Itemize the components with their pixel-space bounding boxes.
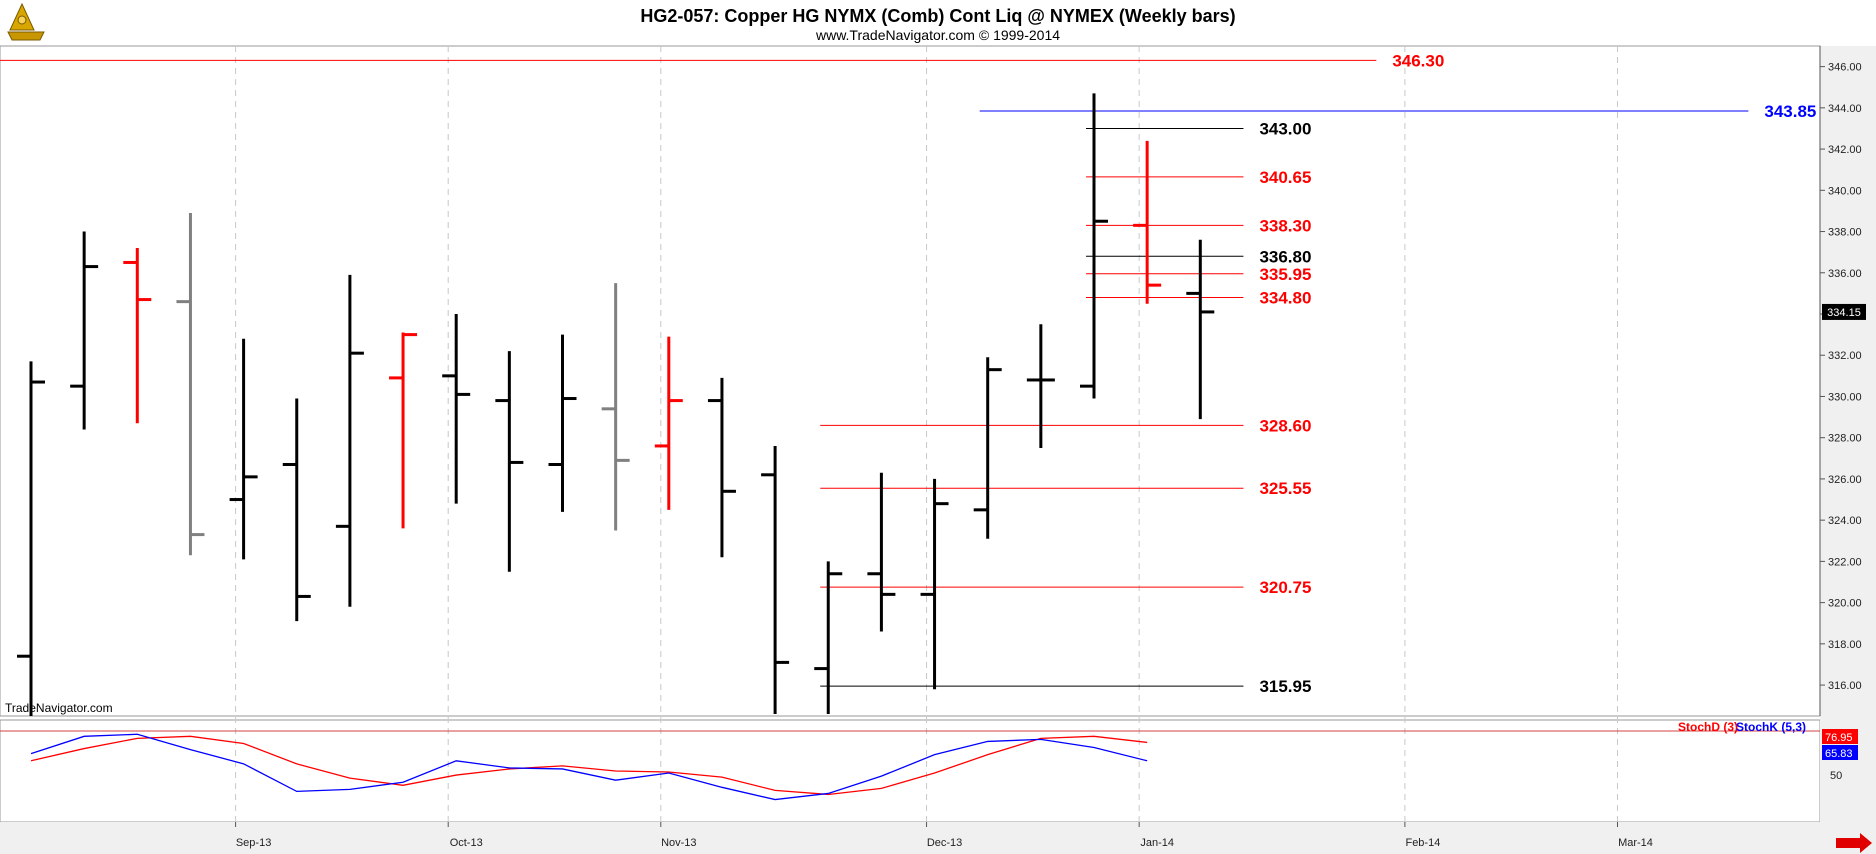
level-label: 336.80 <box>1259 247 1311 266</box>
price-tick-label: 324.00 <box>1828 515 1862 527</box>
stoch-d-line <box>30 735 1148 796</box>
level-label: 338.30 <box>1259 216 1311 235</box>
ohlc-bar <box>548 334 577 512</box>
price-tick-label: 342.00 <box>1828 144 1862 156</box>
stoch-tick-label: 50 <box>1830 770 1842 782</box>
ohlc-bar <box>123 248 152 424</box>
stoch-d-value: 76.95 <box>1825 732 1853 744</box>
chart-subtitle: www.TradeNavigator.com © 1999-2014 <box>815 27 1060 43</box>
date-tick-label: Oct-13 <box>450 837 483 849</box>
stoch-d-value-tag <box>1822 729 1858 744</box>
axis-background <box>1820 46 1876 822</box>
level-label: 325.55 <box>1259 479 1311 498</box>
price-axis[interactable]: 316.00 318.00 320.00 322.00 324.00 326.00 328.… <box>1819 46 1866 716</box>
ohlc-bar <box>176 212 205 556</box>
ohlc-bar <box>442 314 471 504</box>
ohlc-bar <box>70 231 99 430</box>
chart-title: HG2-057: Copper HG NYMX (Comb) Cont Liq … <box>640 6 1235 26</box>
stoch-k-value-tag <box>1822 745 1858 760</box>
ohlc-bar <box>17 361 45 716</box>
level-label: 315.95 <box>1259 677 1311 696</box>
level-label: 335.95 <box>1259 265 1311 284</box>
date-tick-label: Jan-14 <box>1140 837 1174 849</box>
date-tick-label: Mar-14 <box>1618 837 1653 849</box>
ohlc-bar <box>867 472 896 632</box>
price-tick-label: 326.00 <box>1828 474 1862 486</box>
ohlc-bar <box>654 336 683 510</box>
ohlc-bar <box>920 478 949 690</box>
ohlc-bar <box>814 561 843 714</box>
stoch-k-legend: StochK (5,3) <box>1736 720 1806 734</box>
watermark-label: TradeNavigator.com <box>5 701 113 715</box>
level-label: 334.80 <box>1259 289 1311 308</box>
ohlc-bar <box>495 351 524 572</box>
stoch-d-legend: StochD (3) <box>1678 720 1738 734</box>
price-tick-label: 340.00 <box>1828 185 1862 197</box>
ohlc-bar <box>389 332 418 529</box>
ohlc-bar <box>707 377 736 558</box>
price-tick-label: 322.00 <box>1828 556 1862 568</box>
ohlc-bar <box>601 283 630 531</box>
ohlc-bar <box>229 338 258 560</box>
stoch-k-line <box>30 733 1148 801</box>
ohlc-bar <box>1186 239 1215 420</box>
level-label: 320.75 <box>1259 578 1311 597</box>
price-tick-label: 344.00 <box>1828 103 1862 115</box>
price-tick-label: 318.00 <box>1828 639 1862 651</box>
current-price-tag <box>1822 303 1866 320</box>
date-axis[interactable]: Sep-13 Oct-13 Nov-13 Dec-13 Jan-14 Feb-14 Mar-… <box>235 822 1653 849</box>
stochastic-panel: StochD (3)StochK (5,3) 76.95 65.83 50 <box>0 720 1858 801</box>
ohlc-bar <box>282 398 311 622</box>
ohlc-bar <box>1080 93 1108 399</box>
current-price-label: 334.15 <box>1827 307 1861 319</box>
price-tick-label: 338.00 <box>1828 227 1862 239</box>
stoch-k-value: 65.83 <box>1825 748 1853 760</box>
date-tick-label: Sep-13 <box>236 837 271 849</box>
level-label: 343.85 <box>1764 102 1816 121</box>
levels-layer: 346.30 343.85 343.00 340.65 338.30 336.80335.… <box>0 51 1816 696</box>
price-tick-label: 328.00 <box>1828 433 1862 445</box>
grid-layer <box>0 45 1876 854</box>
price-tick-label: 316.00 <box>1828 680 1862 692</box>
price-tick-label: 320.00 <box>1828 598 1862 610</box>
price-bars <box>17 93 1215 716</box>
scroll-right-arrow-icon[interactable] <box>1836 833 1872 853</box>
price-tick-label: 332.00 <box>1828 350 1862 362</box>
date-axis-background <box>0 822 1876 854</box>
ohlc-bar <box>1133 140 1162 304</box>
price-tick-label: 330.00 <box>1828 391 1862 403</box>
ohlc-bar <box>973 357 1002 539</box>
tradenavigator-logo-icon <box>7 2 45 41</box>
ohlc-bar <box>335 274 364 607</box>
date-tick-label: Nov-13 <box>661 837 696 849</box>
date-tick-label: Feb-14 <box>1405 837 1440 849</box>
ohlc-bar <box>761 445 790 714</box>
price-tick-label: 346.00 <box>1828 62 1862 74</box>
level-label: 340.65 <box>1259 168 1311 187</box>
ohlc-bar <box>1026 324 1055 448</box>
level-label: 328.60 <box>1259 416 1311 435</box>
level-label: 343.00 <box>1259 119 1311 138</box>
level-label: 346.30 <box>1392 51 1444 70</box>
price-tick-label: 336.00 <box>1828 268 1862 280</box>
date-tick-label: Dec-13 <box>927 837 962 849</box>
